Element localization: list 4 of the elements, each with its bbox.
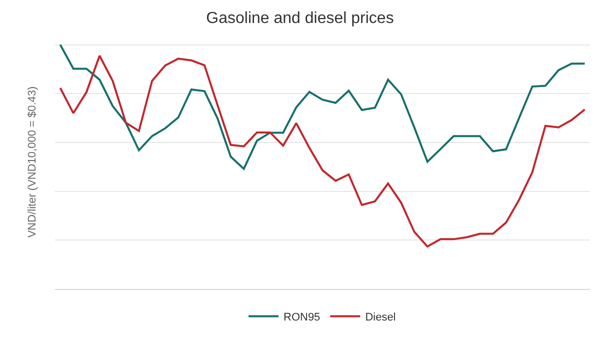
legend-label: Diesel xyxy=(365,311,396,324)
legend-label: RON95 xyxy=(284,311,320,324)
chart-title: Gasoline and diesel prices xyxy=(206,10,394,28)
y-axis-title: VND/liter (VND10,000 = $0.43) xyxy=(26,86,39,238)
